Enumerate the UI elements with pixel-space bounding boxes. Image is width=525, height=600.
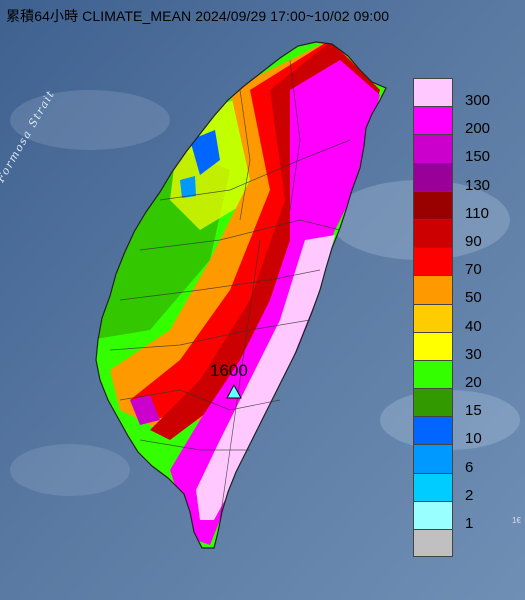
legend-swatch xyxy=(413,162,453,191)
legend-label: 15 xyxy=(465,402,482,420)
legend-label: 70 xyxy=(465,261,482,279)
legend-swatch xyxy=(413,134,453,163)
legend-swatch xyxy=(413,247,453,276)
map-title: 累積64小時 CLIMATE_MEAN 2024/09/29 17:00~10/… xyxy=(6,8,390,24)
legend-label: 1 xyxy=(465,515,474,532)
legend-swatch xyxy=(413,416,453,445)
legend-swatch xyxy=(413,444,453,473)
legend-label: 50 xyxy=(465,289,482,307)
legend-swatch xyxy=(413,500,453,529)
legend-swatch xyxy=(413,78,453,107)
legend-swatch xyxy=(413,275,453,304)
corner-text: 1€ xyxy=(512,516,521,525)
legend-label: 20 xyxy=(465,374,482,391)
rain-zone-6 xyxy=(180,176,196,198)
legend-label: 10 xyxy=(465,430,482,448)
legend-swatch xyxy=(413,529,453,558)
legend-label: 130 xyxy=(465,176,491,194)
legend-swatch xyxy=(413,388,453,417)
color-legend xyxy=(413,78,453,558)
legend-swatch xyxy=(413,303,453,332)
legend-label: 6 xyxy=(465,458,474,476)
legend-swatch xyxy=(413,106,453,135)
legend-swatch xyxy=(413,359,453,389)
peak-station-triangle-marker[interactable] xyxy=(226,383,242,399)
legend-swatch xyxy=(413,218,453,248)
rain-zone-10 xyxy=(190,130,220,175)
legend-label: 90 xyxy=(465,233,482,250)
legend-label: 200 xyxy=(465,120,491,138)
legend-label: 150 xyxy=(465,148,491,166)
legend-label: 300 xyxy=(465,92,491,109)
rain-zone-300 xyxy=(196,235,335,520)
county-boundaries xyxy=(109,59,351,521)
legend-label: 40 xyxy=(465,317,482,335)
legend-label: 30 xyxy=(465,345,482,363)
legend-label: 110 xyxy=(465,204,489,222)
legend-swatch xyxy=(413,190,453,219)
rain-zone-150 xyxy=(130,395,160,425)
legend-swatch xyxy=(413,331,453,360)
legend-label: 2 xyxy=(465,486,474,504)
peak-value-label: 1600 xyxy=(210,361,248,380)
legend-swatch xyxy=(413,472,453,501)
